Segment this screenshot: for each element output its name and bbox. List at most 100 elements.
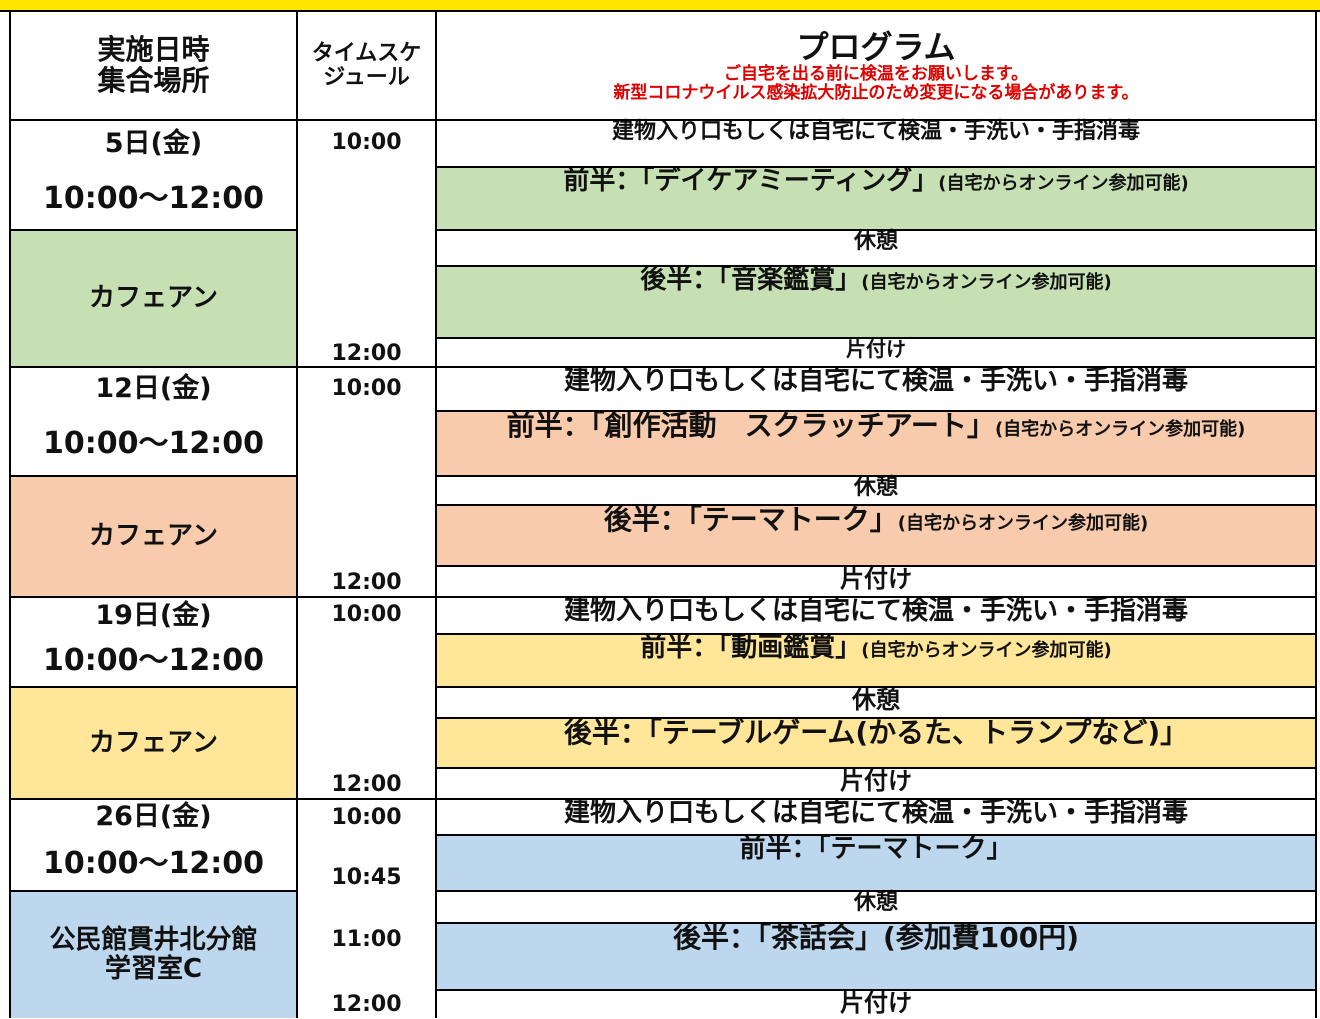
date-cell: 5日(金) <box>10 120 297 167</box>
program-main: 片付け <box>840 767 912 795</box>
program-row: 片付け <box>436 990 1316 1018</box>
place-line <box>10 229 297 231</box>
program-row: 前半：「テーマトーク」 <box>436 835 1316 891</box>
date-cell: 12日(金) <box>10 367 297 411</box>
hours-cell: 10:00〜12:00 <box>10 411 297 476</box>
program-main: 建物入り口もしくは自宅にて検温・手洗い・手指消毒 <box>563 596 1188 626</box>
program-main: 建物入り口もしくは自宅にて検温・手洗い・手指消毒 <box>563 366 1188 396</box>
top-band <box>0 0 1320 12</box>
program-row: 前半：「動画鑑賞」 (自宅からオンライン参加可能) <box>436 634 1316 687</box>
hours: 10:00〜12:00 <box>43 426 264 461</box>
program-main: 前半：「動画鑑賞」 <box>640 633 862 663</box>
place: 公民館貫井北分館 <box>49 924 258 955</box>
header-program: プログラム ご自宅を出る前に検温をお願いします。 新型コロナウイルス感染拡大防止のた… <box>436 12 1316 120</box>
program-row: 建物入り口もしくは自宅にて検温・手洗い・手指消毒 <box>436 799 1316 835</box>
program-row: 片付け <box>436 566 1316 597</box>
row-line <box>436 834 1316 836</box>
program-note: (自宅からオンライン参加可能) <box>897 513 1149 534</box>
section-line <box>10 366 1316 368</box>
date: 12日(金) <box>95 373 212 405</box>
time: 12:00 <box>331 991 402 1017</box>
date: 5日(金) <box>104 127 203 159</box>
program-main: 休憩 <box>853 475 898 500</box>
place-cell: 公民館貫井北分館 学習室C <box>10 891 297 1018</box>
program-note: (自宅からオンライン参加可能) <box>938 173 1189 194</box>
row-line <box>436 565 1316 567</box>
time-cell: 10:00 <box>297 804 436 832</box>
header-note: 新型コロナウイルス感染拡大防止のため変更になる場合があります。 <box>613 82 1139 103</box>
date-cell: 26日(金) <box>10 799 297 835</box>
program-row: 片付け <box>436 768 1316 799</box>
time: 12:00 <box>331 771 402 797</box>
time-cell: 10:00 <box>297 601 436 629</box>
hours: 10:00〜12:00 <box>43 845 264 881</box>
program-main: 建物入り口もしくは自宅にて検温・手洗い・手指消毒 <box>563 798 1188 828</box>
header-text: タイムスケ <box>311 40 422 66</box>
time: 10:00 <box>331 804 402 830</box>
column-line <box>435 12 437 1018</box>
place: 学習室C <box>104 953 203 984</box>
place-cell: カフェアン <box>10 476 297 597</box>
place: カフェアン <box>89 727 218 758</box>
program-row: 後半：「茶話会」(参加費100円) <box>436 921 1316 990</box>
time-cell: 10:45 <box>297 864 436 892</box>
row-line <box>436 337 1316 339</box>
program-row: 休憩 <box>436 890 1316 923</box>
column-line <box>1315 12 1317 1018</box>
program-row: 前半：「創作活動 スクラッチアート」 (自宅からオンライン参加可能) <box>436 409 1316 476</box>
time-cell: 12:00 <box>297 569 436 597</box>
row-line <box>436 922 1316 924</box>
program-main: 後半：「音楽鑑賞」 <box>640 265 862 295</box>
program-note: (自宅からオンライン参加可能) <box>861 640 1112 661</box>
header-text: ジュール <box>323 65 410 90</box>
header-title: プログラム <box>796 27 956 66</box>
hours: 10:00〜12:00 <box>43 643 264 678</box>
program-main: 後半：「テーマトーク」 <box>603 503 898 536</box>
time: 10:00 <box>331 129 402 155</box>
section-line <box>10 596 1316 598</box>
row-line <box>436 475 1316 477</box>
row-line <box>436 166 1316 168</box>
row-line <box>436 767 1316 769</box>
column-line <box>296 12 298 1018</box>
column-line <box>9 12 11 1018</box>
hours-cell: 10:00〜12:00 <box>10 167 297 230</box>
header-text: 実施日時 <box>97 33 210 67</box>
place-line <box>10 890 297 892</box>
hours-cell: 10:00〜12:00 <box>10 634 297 687</box>
time: 12:00 <box>331 569 402 595</box>
date-cell: 19日(金) <box>10 597 297 634</box>
program-row: 休憩 <box>436 687 1316 718</box>
program-row: 後半：「テーブルゲーム(かるた、トランプなど)」 <box>436 717 1316 768</box>
place: カフェアン <box>89 283 218 314</box>
program-main: 休憩 <box>853 890 898 915</box>
program-row: 片付け <box>436 338 1316 367</box>
hours-cell: 10:00〜12:00 <box>10 835 297 891</box>
header-schedule: タイムスケ ジュール <box>297 12 436 120</box>
time-cell: 12:00 <box>297 991 436 1019</box>
place-line <box>10 686 297 688</box>
program-main: 前半：「創作活動 スクラッチアート」 <box>506 409 995 442</box>
place: カフェアン <box>89 521 218 552</box>
time-cell: 12:00 <box>297 340 436 368</box>
section-line <box>10 798 1316 800</box>
program-note: (自宅からオンライン参加可能) <box>994 419 1246 440</box>
row-line <box>436 265 1316 267</box>
program-row: 後半：「音楽鑑賞」 (自宅からオンライン参加可能) <box>436 266 1316 338</box>
program-main: 前半：「デイケアミーティング」 <box>563 166 939 196</box>
place-cell: カフェアン <box>10 230 297 367</box>
date: 26日(金) <box>95 801 212 833</box>
program-main: 片付け <box>840 565 912 593</box>
row-line <box>436 504 1316 506</box>
row-line <box>436 229 1316 231</box>
program-row: 前半：「デイケアミーティング」 (自宅からオンライン参加可能) <box>436 167 1316 230</box>
program-row: 建物入り口もしくは自宅にて検温・手洗い・手指消毒 <box>436 597 1316 634</box>
time: 10:00 <box>331 601 402 627</box>
program-main: 後半：「茶話会」(参加費100円) <box>672 921 1080 954</box>
program-row: 後半：「テーマトーク」 (自宅からオンライン参加可能) <box>436 503 1316 566</box>
program-note: (自宅からオンライン参加可能) <box>861 272 1112 293</box>
time-cell: 10:00 <box>297 375 436 403</box>
time-cell: 12:00 <box>297 771 436 799</box>
date: 19日(金) <box>95 599 212 631</box>
